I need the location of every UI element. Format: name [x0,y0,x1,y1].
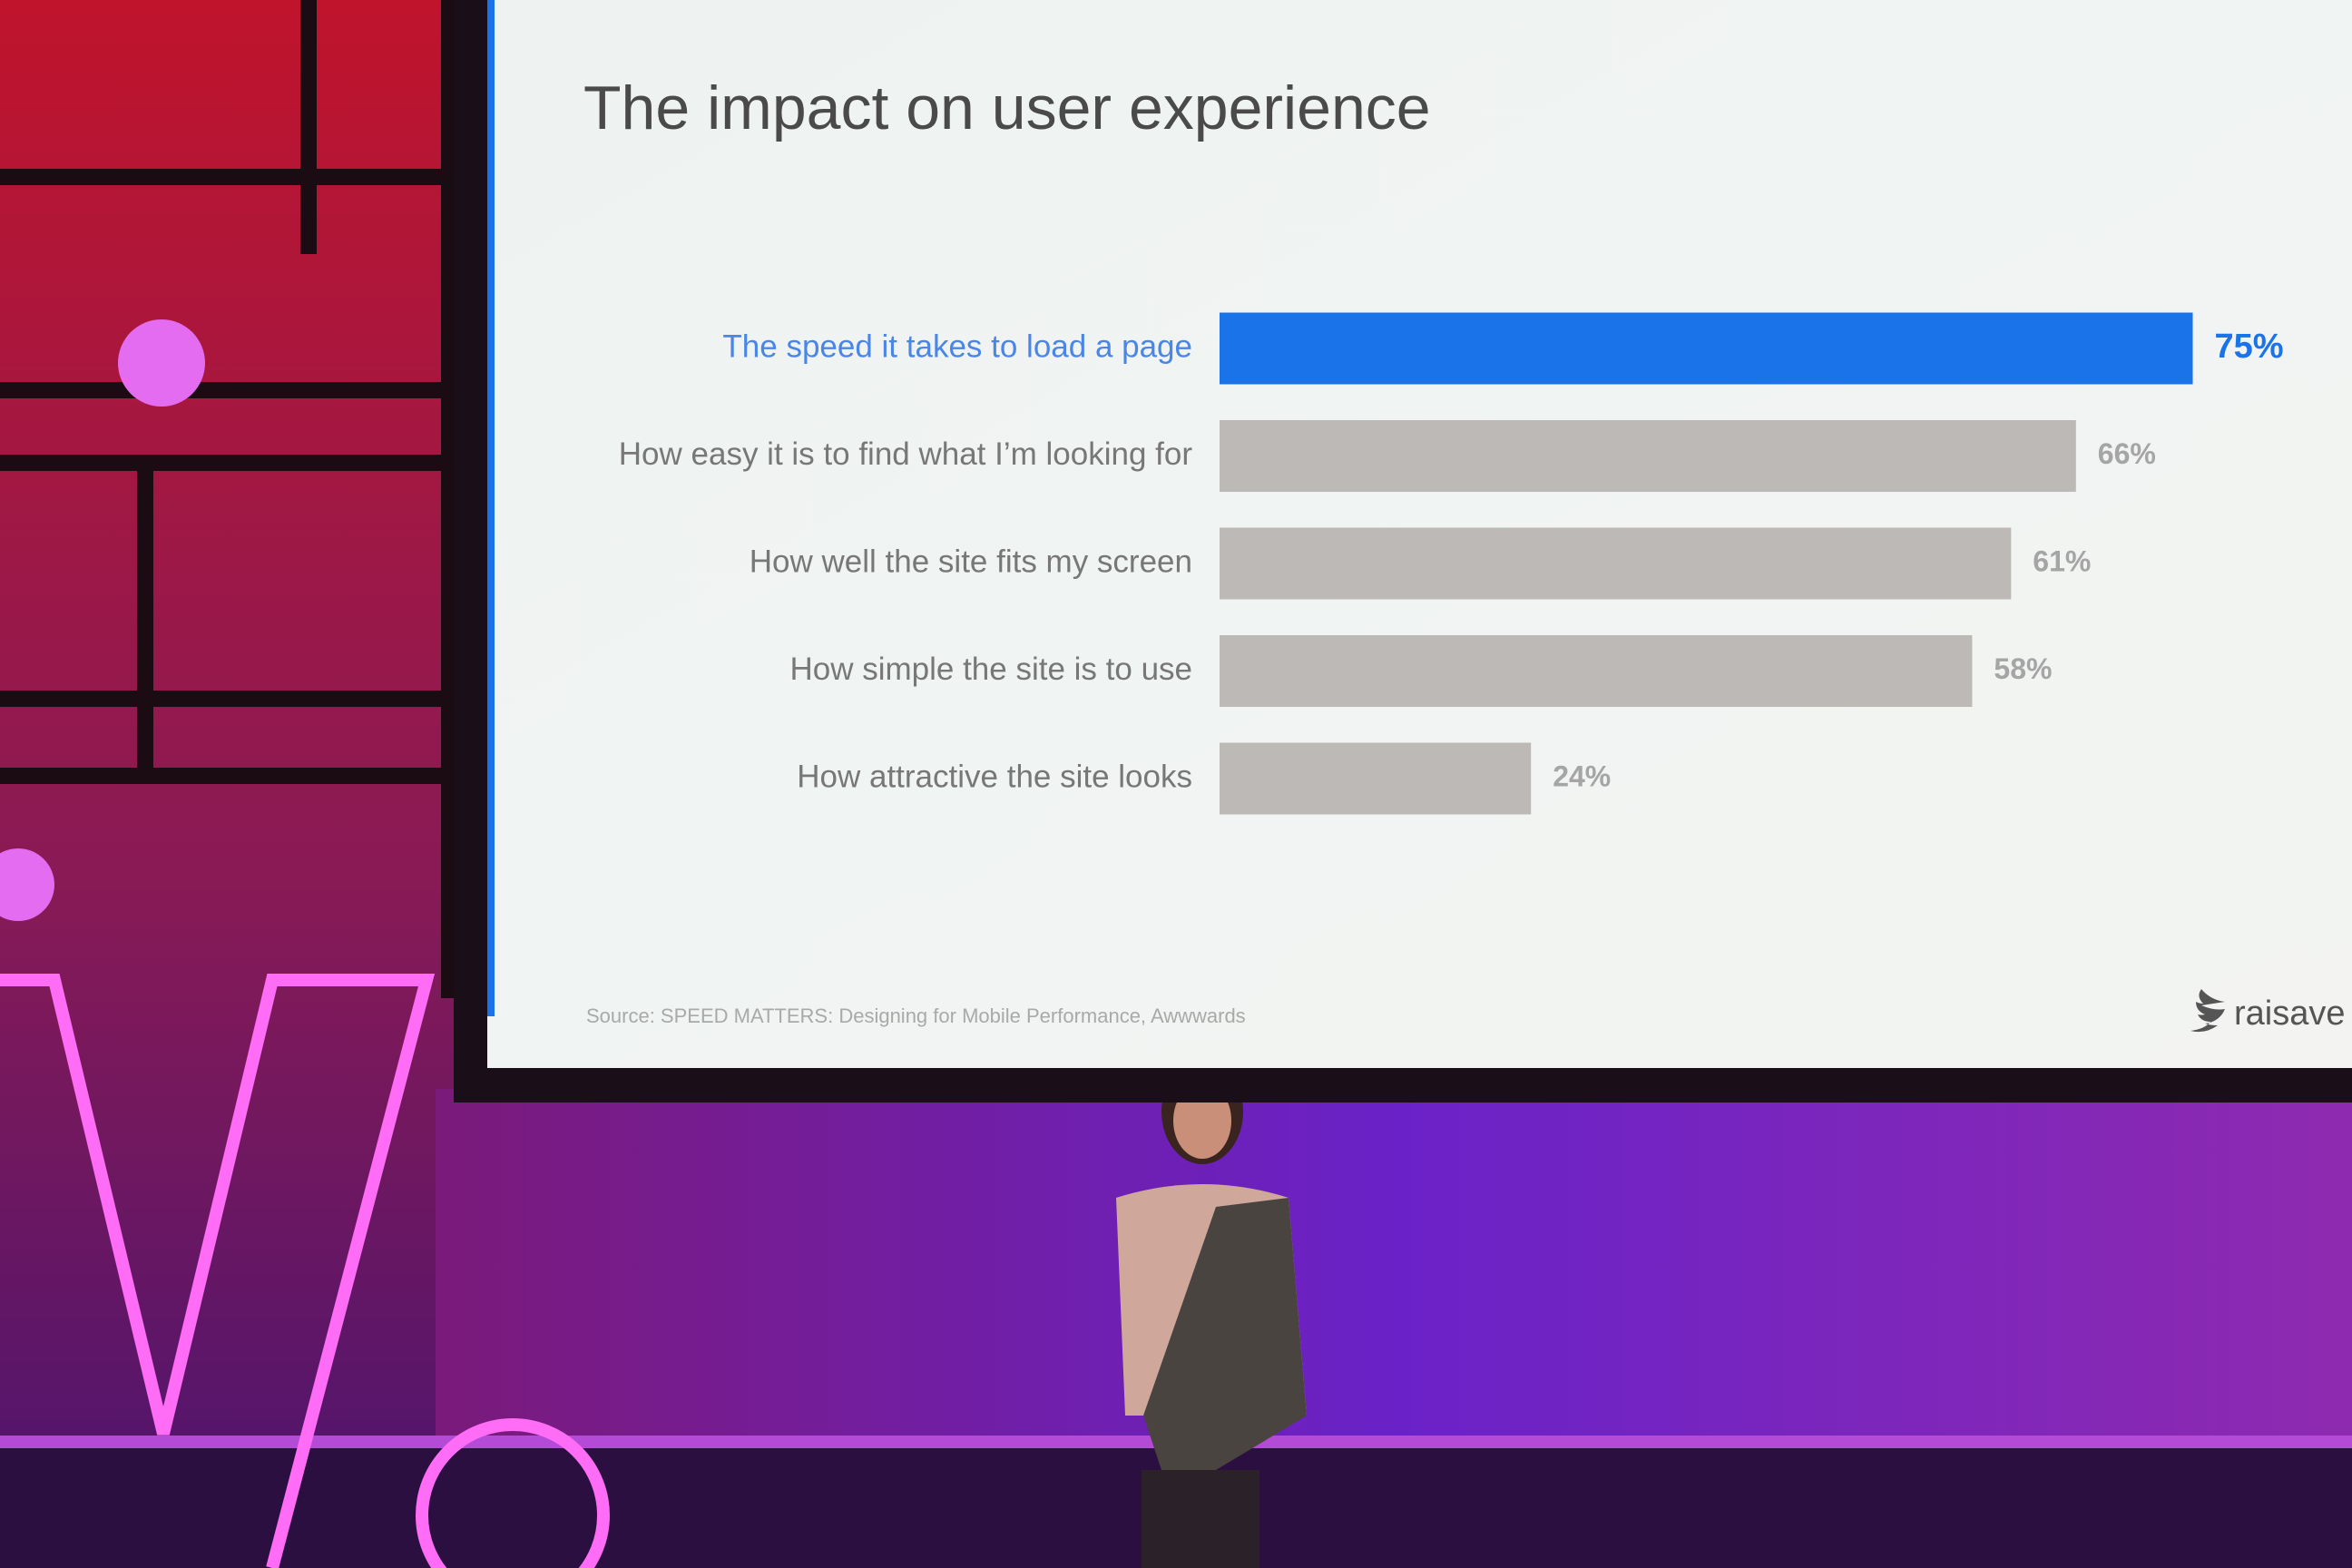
bar [1220,742,1532,815]
source-note: Source: SPEED MATTERS: Designing for Mob… [586,1004,1246,1027]
bar [1220,312,2193,385]
value-label: 58% [1994,652,2052,685]
category-label: How easy it is to find what I’m looking … [619,436,1193,472]
twitter-icon [2190,989,2225,1033]
category-label: The speed it takes to load a page [722,328,1192,364]
chart-title: The impact on user experience [583,74,1431,142]
stage-wall [436,1089,2352,1452]
bar [1220,635,1973,707]
value-label: 24% [1553,760,1611,792]
stage-light [118,319,205,407]
value-label: 66% [2098,437,2156,470]
value-label: 61% [2033,544,2091,577]
value-label: 75% [2215,328,2284,366]
bar [1220,527,2012,600]
twitter-handle: raisave [2234,995,2346,1033]
bar [1220,420,2076,492]
category-label: How well the site fits my screen [750,544,1192,579]
slide-edge [487,0,495,1016]
chart: The speed it takes to load a page 75% How … [619,312,2284,815]
neon-sign [0,974,610,1568]
category-label: How attractive the site looks [797,759,1192,794]
truss [0,0,457,998]
stage-light [0,848,54,921]
category-label: How simple the site is to use [789,652,1192,687]
